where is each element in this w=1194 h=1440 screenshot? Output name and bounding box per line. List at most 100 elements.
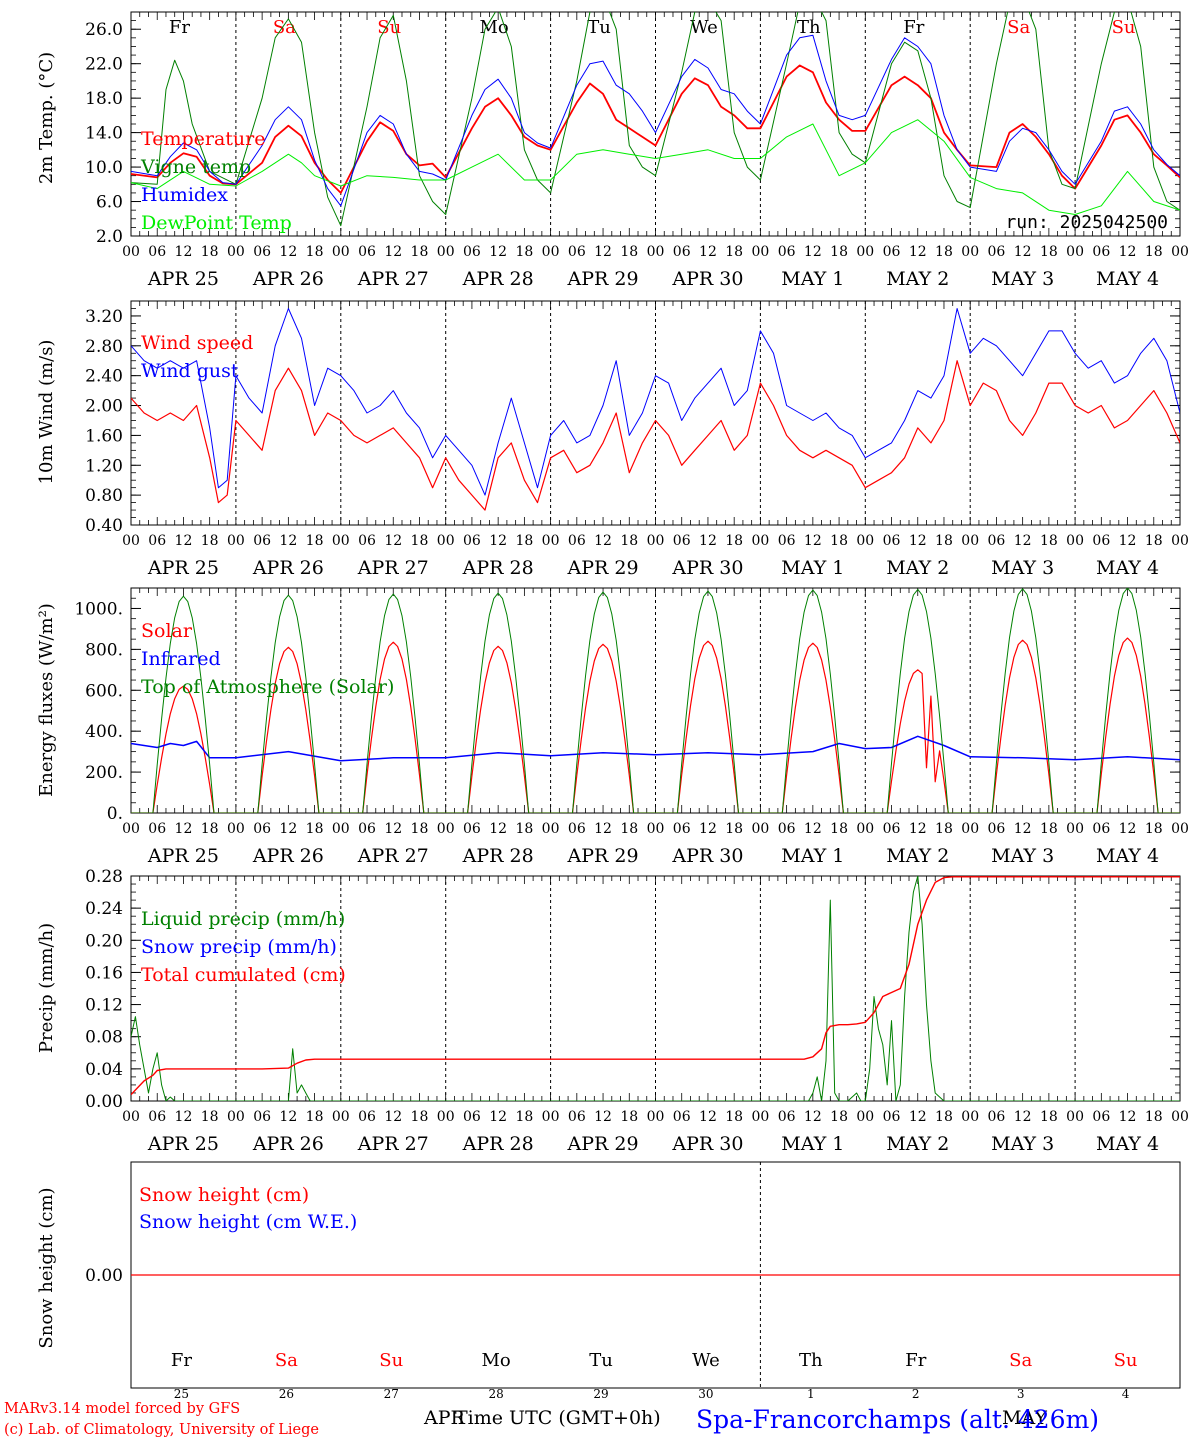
date-label: MAY 2 (886, 557, 949, 579)
y-tick-label: 600. (85, 681, 123, 701)
y-axis-label: 2m Temp. (°C) (36, 52, 57, 184)
hour-tick-label: 18 (725, 244, 743, 260)
hour-tick-label: 18 (411, 533, 429, 549)
day-number-label: 26 (279, 1387, 294, 1401)
hour-tick-label: 00 (542, 244, 560, 260)
day-name-label: Su (1114, 1350, 1138, 1371)
date-label: APR 27 (357, 268, 429, 290)
hour-tick-label: 06 (358, 1109, 376, 1125)
hour-tick-label: 06 (778, 1109, 796, 1125)
legend-entry: Top of Atmosphere (Solar) (141, 676, 394, 698)
date-label: APR 26 (252, 268, 324, 290)
hour-tick-label: 12 (909, 821, 927, 837)
hour-tick-label: 18 (830, 533, 848, 549)
hour-tick-label: 12 (279, 533, 297, 549)
hour-tick-label: 18 (830, 821, 848, 837)
day-number-label: 4 (1122, 1387, 1130, 1401)
hour-tick-label: 18 (306, 533, 324, 549)
hour-tick-label: 06 (568, 533, 586, 549)
hour-tick-label: 18 (1145, 533, 1163, 549)
hour-tick-label: 06 (778, 244, 796, 260)
hour-tick-label: 06 (988, 1109, 1006, 1125)
hour-tick-label: 06 (463, 244, 481, 260)
date-label: APR 30 (671, 557, 743, 579)
day-name-label: Su (379, 1350, 403, 1371)
hour-tick-label: 12 (384, 533, 402, 549)
hour-tick-label: 00 (437, 1109, 455, 1125)
hour-tick-label: 12 (594, 1109, 612, 1125)
panels-layer: 2.0 6.0 10.0 14.0 18.0 22.0 26.0 2m Temp. (°C) 0… (36, 11, 1189, 1401)
time-axis-label: Time UTC (GMT+0h) (455, 1407, 661, 1429)
series-layer (131, 308, 1180, 511)
y-tick-label: 200. (85, 763, 123, 783)
hour-tick-label: 12 (699, 244, 717, 260)
hour-tick-label: 06 (358, 821, 376, 837)
date-label: APR 25 (147, 845, 219, 867)
y-tick-label: 0.24 (85, 899, 123, 919)
hour-tick-label: 18 (935, 244, 953, 260)
hour-tick-label: 06 (358, 244, 376, 260)
hour-tick-label: 06 (883, 821, 901, 837)
date-label: APR 28 (462, 268, 534, 290)
plot-frame (130, 300, 1181, 526)
y-tick-label: 0.12 (85, 996, 123, 1016)
series-layer (131, 12, 1180, 227)
hour-tick-label: 12 (1119, 244, 1137, 260)
hour-tick-label: 18 (830, 1109, 848, 1125)
hour-tick-label: 00 (542, 533, 560, 549)
legend-entry: Infrared (141, 648, 221, 670)
hour-tick-label: 18 (411, 244, 429, 260)
y-tick-label: 800. (85, 640, 123, 660)
hour-tick-label: 00 (542, 1109, 560, 1125)
hour-tick-label: 06 (568, 1109, 586, 1125)
y-tick-label: 10.0 (85, 158, 123, 178)
hour-tick-label: 00 (961, 821, 979, 837)
hour-tick-label: 00 (751, 533, 769, 549)
hour-tick-label: 12 (1014, 821, 1032, 837)
y-tick-label: 2.80 (85, 337, 123, 357)
hour-tick-label: 12 (804, 533, 822, 549)
hour-tick-label: 12 (384, 821, 402, 837)
y-tick-label: 1.60 (85, 426, 123, 446)
hour-tick-label: 12 (279, 821, 297, 837)
y-tick-label: 0.04 (85, 1060, 123, 1080)
hour-tick-label: 00 (961, 533, 979, 549)
hour-tick-label: 06 (148, 1109, 166, 1125)
hour-tick-label: 12 (1014, 1109, 1032, 1125)
hour-tick-label: 00 (1066, 533, 1084, 549)
y-axis-label: Energy fluxes (W/m²) (36, 603, 57, 797)
date-label: APR 25 (147, 557, 219, 579)
hour-tick-label: 12 (489, 533, 507, 549)
day-number-label: 2 (912, 1387, 920, 1401)
y-tick-label: 2.40 (85, 367, 123, 387)
y-tick-label: 0.08 (85, 1028, 123, 1048)
hour-tick-label: 00 (1066, 821, 1084, 837)
hour-tick-label: 06 (463, 821, 481, 837)
y-tick-label: 6.0 (96, 193, 123, 213)
hour-tick-label: 00 (1171, 244, 1189, 260)
series-layer (131, 588, 1180, 813)
hour-tick-label: 12 (1119, 1109, 1137, 1125)
series-line-4 (131, 119, 1180, 215)
date-label: MAY 1 (781, 845, 844, 867)
hour-tick-label: 18 (1145, 1109, 1163, 1125)
hour-tick-label: 12 (594, 821, 612, 837)
hour-tick-label: 06 (253, 244, 271, 260)
y-tick-label: 26.0 (85, 20, 123, 40)
hour-tick-label: 00 (1066, 1109, 1084, 1125)
day-name-label: Tu (587, 17, 611, 38)
date-label: APR 30 (671, 1133, 743, 1155)
legend-entry: Temperature (141, 128, 265, 150)
y-tick-label: 0. (107, 804, 123, 824)
hour-tick-label: 00 (332, 533, 350, 549)
series-line-2 (131, 12, 1180, 227)
date-label: APR 29 (567, 845, 639, 867)
date-label: APR 26 (252, 1133, 324, 1155)
legend-entry: Snow height (cm W.E.) (139, 1211, 357, 1233)
hour-tick-label: 00 (1066, 244, 1084, 260)
hour-tick-label: 12 (699, 821, 717, 837)
series-line-3 (131, 588, 1180, 813)
date-label: APR 27 (357, 557, 429, 579)
hour-tick-label: 18 (306, 1109, 324, 1125)
